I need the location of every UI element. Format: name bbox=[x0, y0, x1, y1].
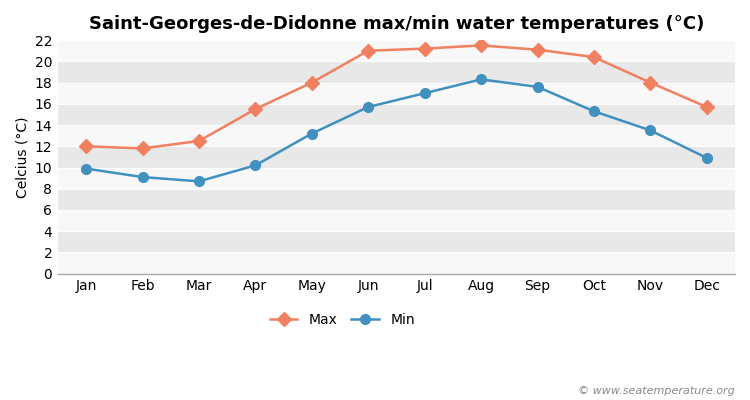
Bar bbox=[58, 231, 735, 252]
Y-axis label: Celcius (°C): Celcius (°C) bbox=[15, 116, 29, 198]
Min bbox=[533, 84, 542, 89]
Max bbox=[308, 80, 316, 85]
Min bbox=[420, 91, 429, 96]
Min bbox=[251, 163, 260, 168]
Min bbox=[138, 175, 147, 180]
Min bbox=[82, 166, 91, 171]
Bar bbox=[58, 61, 735, 82]
Bar bbox=[58, 210, 735, 231]
Line: Min: Min bbox=[81, 74, 712, 186]
Min bbox=[646, 128, 655, 133]
Max bbox=[82, 144, 91, 149]
Min bbox=[364, 105, 373, 110]
Min bbox=[194, 179, 203, 184]
Bar bbox=[58, 168, 735, 189]
Max bbox=[702, 105, 711, 110]
Max bbox=[646, 80, 655, 85]
Max bbox=[476, 43, 485, 48]
Bar bbox=[58, 125, 735, 146]
Min bbox=[702, 156, 711, 160]
Bar bbox=[58, 82, 735, 104]
Bar bbox=[58, 146, 735, 168]
Max bbox=[590, 55, 598, 60]
Bar bbox=[58, 189, 735, 210]
Max bbox=[138, 146, 147, 151]
Max bbox=[533, 47, 542, 52]
Line: Max: Max bbox=[81, 40, 712, 153]
Bar bbox=[58, 40, 735, 61]
Bar bbox=[58, 252, 735, 274]
Max bbox=[420, 46, 429, 51]
Max bbox=[251, 107, 260, 112]
Min bbox=[590, 109, 598, 114]
Max bbox=[364, 48, 373, 53]
Min bbox=[308, 131, 316, 136]
Bar bbox=[58, 104, 735, 125]
Text: © www.seatemperature.org: © www.seatemperature.org bbox=[578, 386, 735, 396]
Min bbox=[476, 77, 485, 82]
Max bbox=[194, 138, 203, 143]
Legend: Max, Min: Max, Min bbox=[264, 307, 421, 332]
Title: Saint-Georges-de-Didonne max/min water temperatures (°C): Saint-Georges-de-Didonne max/min water t… bbox=[88, 15, 704, 33]
